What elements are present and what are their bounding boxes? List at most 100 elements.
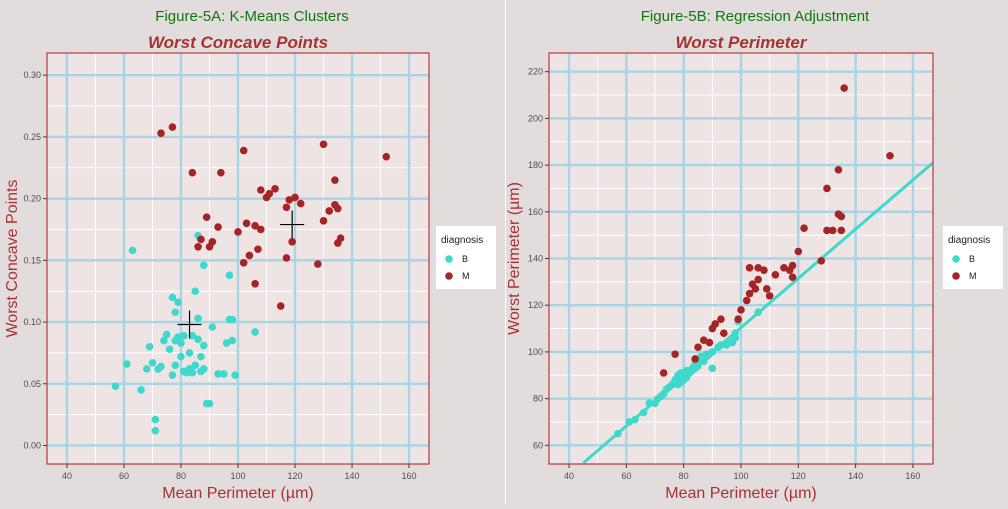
point-benign	[645, 399, 654, 408]
point-malignant	[276, 302, 285, 310]
point-benign	[208, 323, 217, 331]
point-benign	[128, 246, 137, 255]
point-malignant	[319, 217, 328, 225]
point-benign	[185, 349, 194, 357]
point-benign	[188, 331, 197, 340]
point-benign	[151, 426, 160, 435]
point-malignant	[245, 251, 254, 260]
point-benign	[191, 361, 200, 370]
x-tick-label: 40	[62, 471, 72, 481]
plot-title: Worst Concave Points	[148, 33, 328, 52]
point-benign	[123, 360, 131, 368]
point-benign	[199, 341, 208, 350]
y-tick-label: 0.00	[23, 440, 41, 450]
y-tick-label: 120	[528, 300, 543, 310]
point-malignant	[837, 226, 846, 235]
point-malignant	[214, 223, 222, 231]
y-tick-label: 140	[528, 254, 543, 264]
x-tick-label: 60	[119, 471, 129, 481]
x-tick-label: 120	[287, 471, 302, 481]
point-malignant	[828, 226, 837, 235]
point-malignant	[745, 289, 754, 298]
point-malignant	[296, 199, 305, 208]
plot-border	[46, 52, 430, 465]
point-malignant	[737, 306, 745, 314]
point-benign	[174, 298, 182, 307]
point-malignant	[711, 320, 720, 328]
point-malignant	[705, 338, 714, 347]
point-malignant	[254, 245, 262, 254]
legend-title: diagnosis	[441, 235, 483, 246]
legend-marker-benign	[952, 255, 960, 263]
point-benign	[225, 271, 234, 279]
y-tick-label: 220	[528, 67, 543, 77]
point-malignant	[382, 152, 391, 161]
point-malignant	[325, 207, 334, 215]
points	[613, 84, 894, 438]
point-malignant	[314, 260, 322, 268]
point-benign	[631, 415, 639, 424]
point-malignant	[840, 84, 848, 92]
y-tick-label: 100	[528, 347, 543, 357]
point-malignant	[331, 176, 339, 184]
y-tick-label: 0.10	[23, 317, 41, 327]
point-malignant	[745, 264, 754, 272]
legend-title: diagnosis	[948, 235, 990, 246]
point-benign	[160, 336, 168, 345]
point-malignant	[291, 193, 299, 202]
point-malignant	[288, 238, 296, 246]
point-malignant	[694, 343, 702, 352]
point-malignant	[751, 285, 760, 293]
point-benign	[613, 429, 622, 438]
point-malignant	[282, 203, 291, 212]
point-malignant	[285, 196, 294, 204]
point-benign	[251, 328, 259, 336]
legend-marker-benign	[445, 255, 453, 263]
point-malignant	[257, 225, 265, 234]
point-benign	[174, 333, 182, 341]
plot-title: Worst Perimeter	[675, 33, 807, 52]
point-malignant	[234, 228, 242, 236]
point-malignant	[659, 369, 668, 377]
point-benign	[639, 408, 648, 417]
centroid-cross-M	[280, 210, 305, 239]
point-malignant	[333, 204, 342, 213]
point-benign	[228, 315, 237, 324]
point-malignant	[754, 264, 762, 272]
point-malignant	[197, 235, 205, 244]
point-benign	[708, 348, 717, 356]
point-malignant	[788, 273, 797, 281]
legend-label-B: B	[969, 254, 975, 264]
legend-label-B: B	[462, 254, 468, 264]
point-benign	[717, 341, 725, 349]
point-malignant	[720, 329, 728, 338]
point-malignant	[217, 168, 225, 177]
point-benign	[171, 361, 180, 370]
y-axis-label: Worst Perimeter (µm)	[506, 182, 523, 335]
x-tick-label: 100	[230, 471, 245, 481]
point-malignant	[671, 350, 679, 359]
point-malignant	[800, 224, 808, 232]
point-benign	[199, 261, 208, 270]
point-benign	[162, 330, 171, 339]
point-malignant	[765, 292, 774, 300]
point-malignant	[788, 261, 797, 270]
point-benign	[177, 339, 185, 347]
point-malignant	[194, 242, 202, 251]
legend: diagnosis BM	[943, 226, 1003, 289]
point-malignant	[837, 212, 846, 221]
point-malignant	[742, 296, 751, 305]
point-benign	[168, 371, 177, 379]
point-benign	[228, 336, 237, 345]
point-benign	[222, 339, 231, 347]
point-malignant	[319, 140, 328, 149]
point-malignant	[157, 129, 165, 138]
point-benign	[142, 365, 151, 373]
point-malignant	[823, 226, 831, 235]
point-malignant	[754, 275, 762, 284]
chart-left: Figure-5A: K-Means Clusters Worst Concave…	[4, 8, 496, 502]
point-malignant	[823, 184, 831, 193]
point-benign	[148, 358, 157, 367]
